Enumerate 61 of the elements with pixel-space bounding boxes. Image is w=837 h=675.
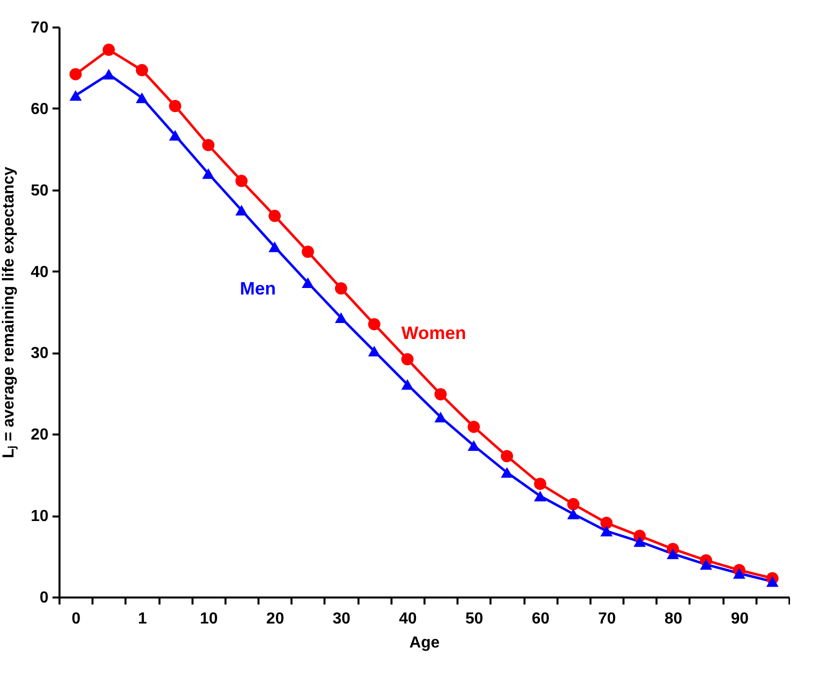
y-tick-label: 40 [30, 264, 49, 281]
point [268, 210, 281, 222]
point [302, 277, 314, 288]
y-tick-label: 20 [30, 426, 49, 444]
point [69, 90, 82, 101]
y-axis-title: Lⱼ = average remaining life expectancy [0, 166, 19, 458]
point [169, 100, 182, 112]
point [468, 440, 480, 451]
point [235, 204, 248, 216]
point [136, 92, 148, 104]
y-tick-label: 0 [40, 590, 49, 606]
x-tick-label: 30 [332, 610, 351, 628]
point [202, 138, 214, 152]
point [634, 536, 646, 547]
point [766, 576, 779, 587]
point [401, 353, 414, 366]
x-tick-label: 50 [465, 610, 484, 628]
point [102, 68, 115, 80]
point [302, 246, 314, 258]
point [500, 450, 514, 462]
point [434, 388, 447, 400]
point [733, 568, 746, 579]
point [534, 478, 546, 490]
point [534, 490, 546, 502]
point [401, 379, 414, 390]
x-tick-label: 20 [266, 610, 284, 628]
series-label: Women [401, 323, 466, 344]
point [102, 44, 115, 56]
x-tick-label: 90 [730, 610, 749, 628]
x-axis-title: Age [409, 634, 440, 652]
point [268, 242, 281, 252]
point [567, 498, 580, 510]
x-tick-label: 80 [664, 610, 682, 628]
point [600, 516, 613, 530]
point [368, 318, 380, 330]
y-tick-label: 10 [30, 508, 49, 526]
point [600, 526, 613, 536]
y-tick-label: 60 [30, 100, 49, 118]
point [567, 508, 580, 520]
point [500, 467, 514, 478]
point [202, 168, 214, 179]
x-tick-label: 60 [532, 610, 550, 628]
point [666, 548, 679, 560]
point [468, 420, 480, 433]
point [334, 282, 348, 294]
point [69, 68, 82, 80]
point [700, 559, 712, 570]
x-tick-label: 10 [200, 610, 218, 628]
y-tick-label: 70 [30, 20, 49, 36]
y-tick-label: 50 [30, 182, 49, 200]
y-tick-label: 30 [30, 345, 49, 362]
point [169, 130, 182, 141]
point [368, 346, 380, 356]
point [235, 174, 248, 188]
series-label: Men [240, 278, 276, 299]
x-tick-label: 40 [399, 610, 417, 628]
x-tick-label: 1 [138, 610, 147, 628]
x-tick-label: 70 [598, 610, 616, 628]
point [136, 64, 148, 76]
x-tick-label: 0 [72, 610, 81, 628]
point [334, 312, 348, 324]
